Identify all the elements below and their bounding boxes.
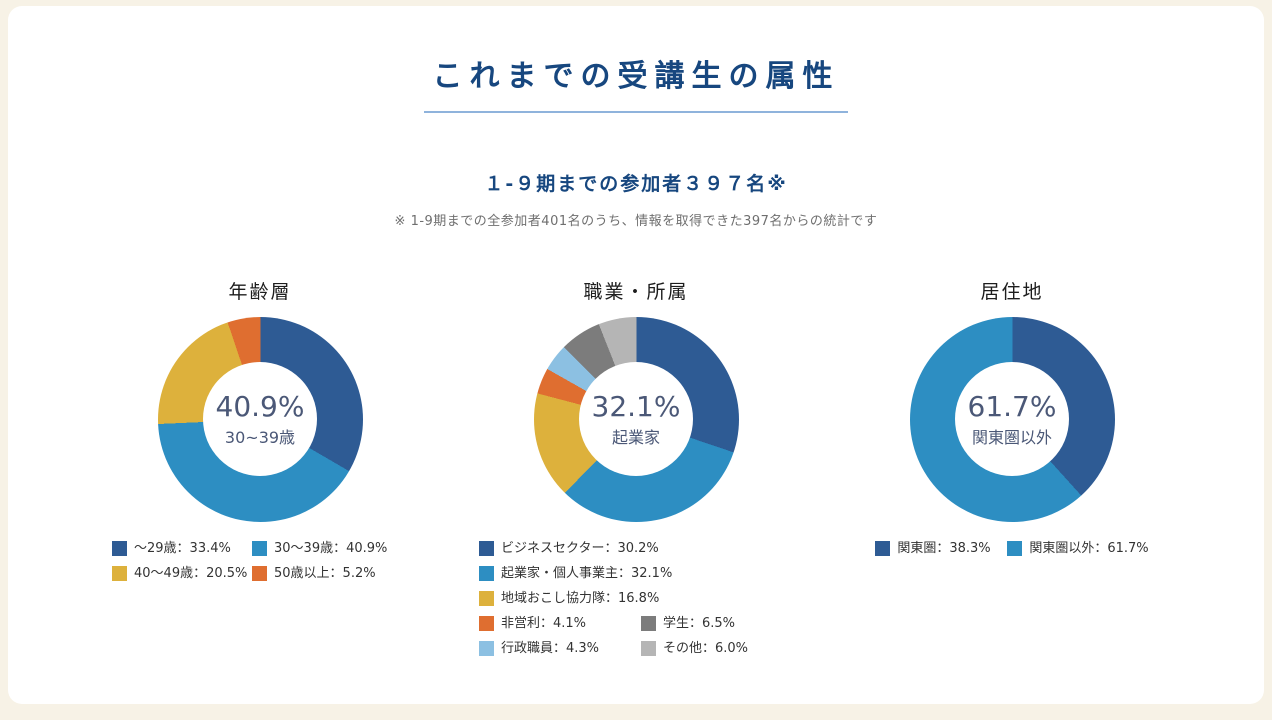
legend-label: 起業家・個人事業主：32.1%	[501, 565, 673, 581]
legend-age: 〜29歳：33.4% 30〜39歳：40.9% 40〜49歳：20.5% 50歳以上：…	[90, 541, 430, 582]
legend-item: 50歳以上：5.2%	[252, 566, 376, 582]
legend-swatch	[479, 641, 494, 656]
donut-hole: 40.9% 30~39歳	[203, 362, 317, 476]
legend-item: 関東圏以外：61.7%	[1007, 540, 1149, 557]
legend-item: 学生：6.5%	[641, 616, 735, 632]
legend-label: 関東圏：38.3%	[897, 540, 991, 556]
legend-label: 学生：6.5%	[663, 615, 736, 631]
legend-label: 地域おこし協力隊：16.8%	[501, 590, 660, 606]
legend-swatch	[641, 616, 656, 631]
legend-item: 30〜39歳：40.9%	[252, 541, 387, 557]
legend-swatch	[479, 591, 494, 606]
legend-row: 地域おこし協力隊：16.8%	[479, 591, 793, 607]
legend-swatch	[252, 566, 267, 581]
age-chart-section: 年齢層 40.9% 30~39歳 〜29歳：33.4% 30〜39歳：40.9% 4…	[90, 277, 430, 657]
residence-chart-section: 居住地 61.7% 関東圏以外 関東圏：38.3% 関東圏以外：61.7%	[842, 277, 1182, 657]
legend-item: 〜29歳：33.4%	[112, 541, 252, 557]
donut-hole: 32.1% 起業家	[579, 362, 693, 476]
legend-swatch	[479, 566, 494, 581]
legend-label: 50歳以上：5.2%	[274, 565, 376, 581]
center-percent: 32.1%	[591, 390, 681, 423]
legend-swatch	[641, 641, 656, 656]
legend-item: 行政職員：4.3%	[479, 641, 641, 657]
chart-title-residence: 居住地	[980, 280, 1044, 303]
legend-item: その他：6.0%	[641, 641, 748, 657]
legend-label: 非営利：4.1%	[501, 615, 587, 631]
page-title: これまでの受講生の属性	[432, 59, 840, 94]
center-label: 起業家	[611, 428, 660, 447]
subtitle: １-９期までの参加者３９７名※	[484, 172, 788, 195]
legend-row: 行政職員：4.3% その他：6.0%	[479, 641, 793, 657]
legend-item: 40〜49歳：20.5%	[112, 566, 252, 582]
legend-swatch	[112, 566, 127, 581]
chart-title-age: 年齢層	[228, 280, 292, 303]
donut-chart-occupation: 32.1% 起業家	[533, 316, 739, 522]
legend-label: 〜29歳：33.4%	[134, 540, 231, 556]
title-block: これまでの受講生の属性	[8, 6, 1264, 113]
legend-row: 非営利：4.1% 学生：6.5%	[479, 616, 793, 632]
legend-label: ビジネスセクター：30.2%	[501, 540, 659, 556]
center-percent: 40.9%	[215, 390, 305, 423]
legend-row: 関東圏：38.3% 関東圏以外：61.7%	[875, 540, 1149, 557]
legend-row: 40〜49歳：20.5% 50歳以上：5.2%	[112, 566, 408, 582]
legend-swatch	[875, 541, 891, 556]
legend-item: ビジネスセクター：30.2%	[479, 541, 659, 557]
legend-swatch	[479, 616, 494, 631]
legend-label: 関東圏以外：61.7%	[1029, 540, 1149, 556]
legend-label: 40〜49歳：20.5%	[134, 565, 248, 581]
legend-item: 関東圏：38.3%	[875, 541, 1007, 557]
legend-label: その他：6.0%	[663, 640, 749, 656]
legend-occupation: ビジネスセクター：30.2% 起業家・個人事業主：32.1% 地域おこし協力隊：16…	[456, 541, 816, 657]
chart-title-occupation: 職業・所属	[583, 280, 689, 303]
legend-label: 30〜39歳：40.9%	[274, 540, 388, 556]
legend-row: 起業家・個人事業主：32.1%	[479, 566, 793, 582]
slide: これまでの受講生の属性 １-９期までの参加者３９７名※ ※ 1-9期までの全参加…	[8, 6, 1264, 704]
legend-row: 〜29歳：33.4% 30〜39歳：40.9%	[112, 541, 408, 557]
legend-label: 行政職員：4.3%	[501, 640, 600, 656]
charts-row: 年齢層 40.9% 30~39歳 〜29歳：33.4% 30〜39歳：40.9% 4…	[8, 277, 1264, 657]
legend-swatch	[112, 541, 127, 556]
footnote: ※ 1-9期までの全参加者401名のうち、情報を取得できた397名からの統計です	[394, 213, 878, 229]
legend-swatch	[1007, 541, 1023, 556]
legend-row: ビジネスセクター：30.2%	[479, 541, 793, 557]
donut-chart-age: 40.9% 30~39歳	[157, 316, 363, 522]
center-label: 30~39歳	[224, 428, 296, 447]
legend-swatch	[479, 541, 494, 556]
donut-hole: 61.7% 関東圏以外	[955, 362, 1069, 476]
legend-residence: 関東圏：38.3% 関東圏以外：61.7%	[842, 541, 1182, 557]
donut-chart-residence: 61.7% 関東圏以外	[909, 316, 1115, 522]
title-underline	[424, 110, 848, 113]
legend-item: 地域おこし協力隊：16.8%	[479, 591, 659, 607]
legend-item: 非営利：4.1%	[479, 616, 641, 632]
center-label: 関東圏以外	[971, 428, 1052, 447]
center-percent: 61.7%	[967, 390, 1057, 423]
legend-item: 起業家・個人事業主：32.1%	[479, 566, 672, 582]
occupation-chart-section: 職業・所属 32.1% 起業家 ビジネスセクター：30.2% 起業家・個人事業主：…	[456, 277, 816, 657]
legend-swatch	[252, 541, 267, 556]
